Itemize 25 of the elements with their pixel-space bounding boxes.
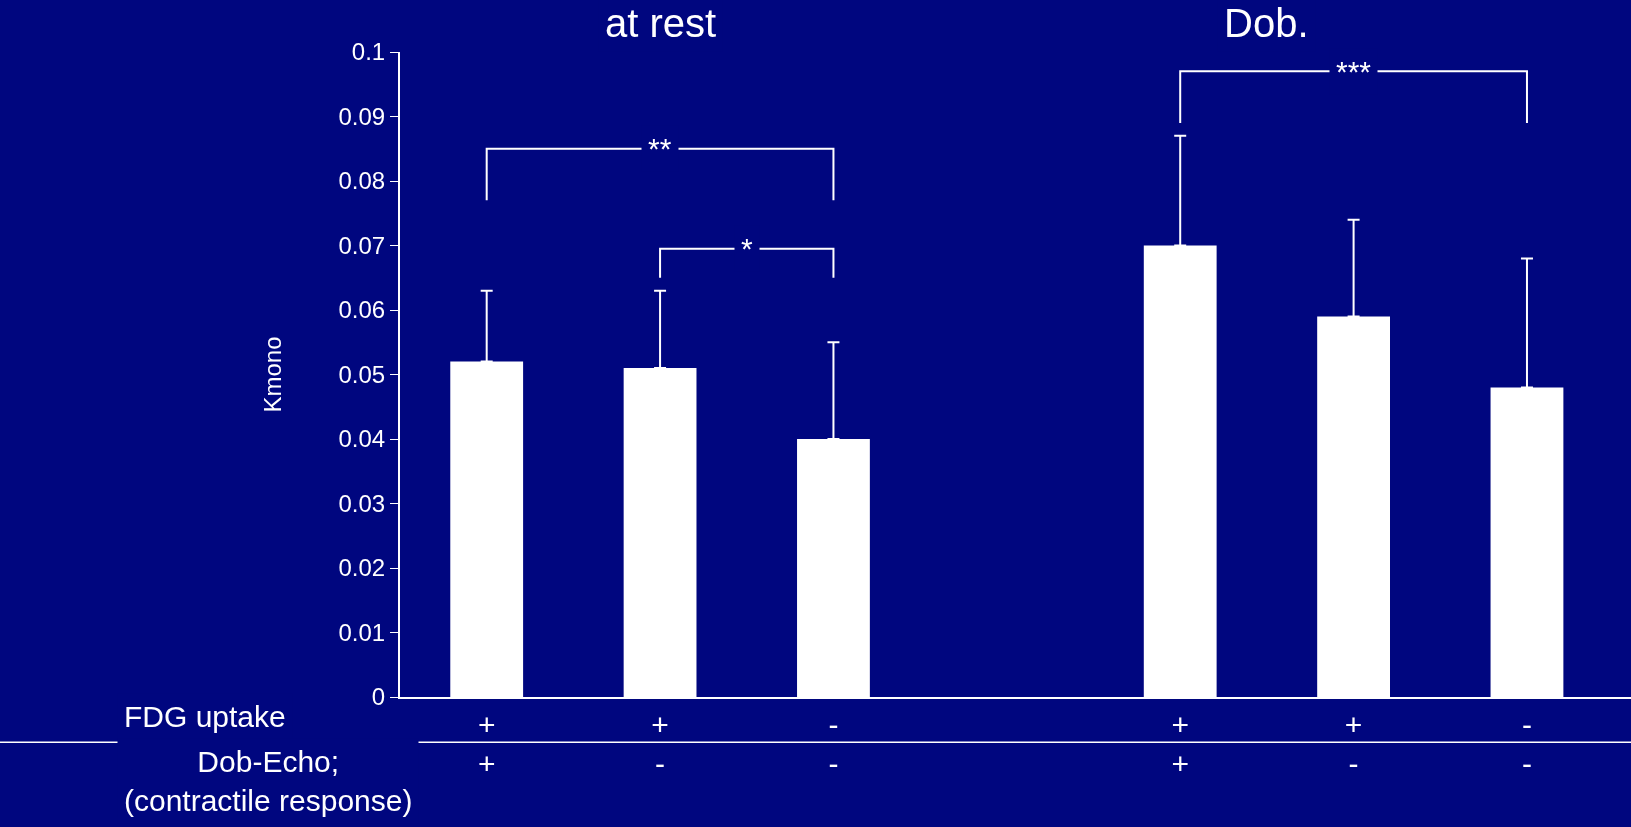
y-tick-label: 0.05 [338, 360, 386, 388]
y-tick-label: 0.01 [338, 618, 386, 646]
x-tick-label: - - [1521, 708, 1532, 780]
x-tick-label: + - [651, 708, 669, 780]
text: at rest [605, 1, 717, 45]
y-axis-title: Kmono [259, 336, 287, 413]
annotation: ** [648, 132, 672, 165]
annotation: *** [1336, 55, 1372, 88]
y-tick-label: 0.03 [338, 489, 386, 517]
x-tick-label: + + [477, 708, 496, 780]
y-tick-label: 0.1 [351, 38, 386, 66]
y-tick-label: 0.02 [338, 554, 386, 582]
x-tick-label: + + [1171, 708, 1189, 780]
text: FDG uptake [124, 700, 286, 733]
y-tick-label: 0.06 [338, 296, 386, 324]
y-tick-label: 0.09 [338, 102, 386, 130]
annotation: * [741, 232, 753, 265]
y-tick-label: 0 [371, 683, 386, 711]
text: Dob. [1224, 1, 1309, 45]
y-tick-label: 0.07 [338, 231, 386, 259]
y-tick-label: 0.08 [338, 167, 386, 195]
x-tick-label: - - [828, 708, 839, 780]
text: Dob-Echo; (contractile response) [124, 745, 413, 817]
y-tick-label: 0.04 [338, 425, 386, 453]
x-tick-label: + - [1344, 708, 1363, 780]
